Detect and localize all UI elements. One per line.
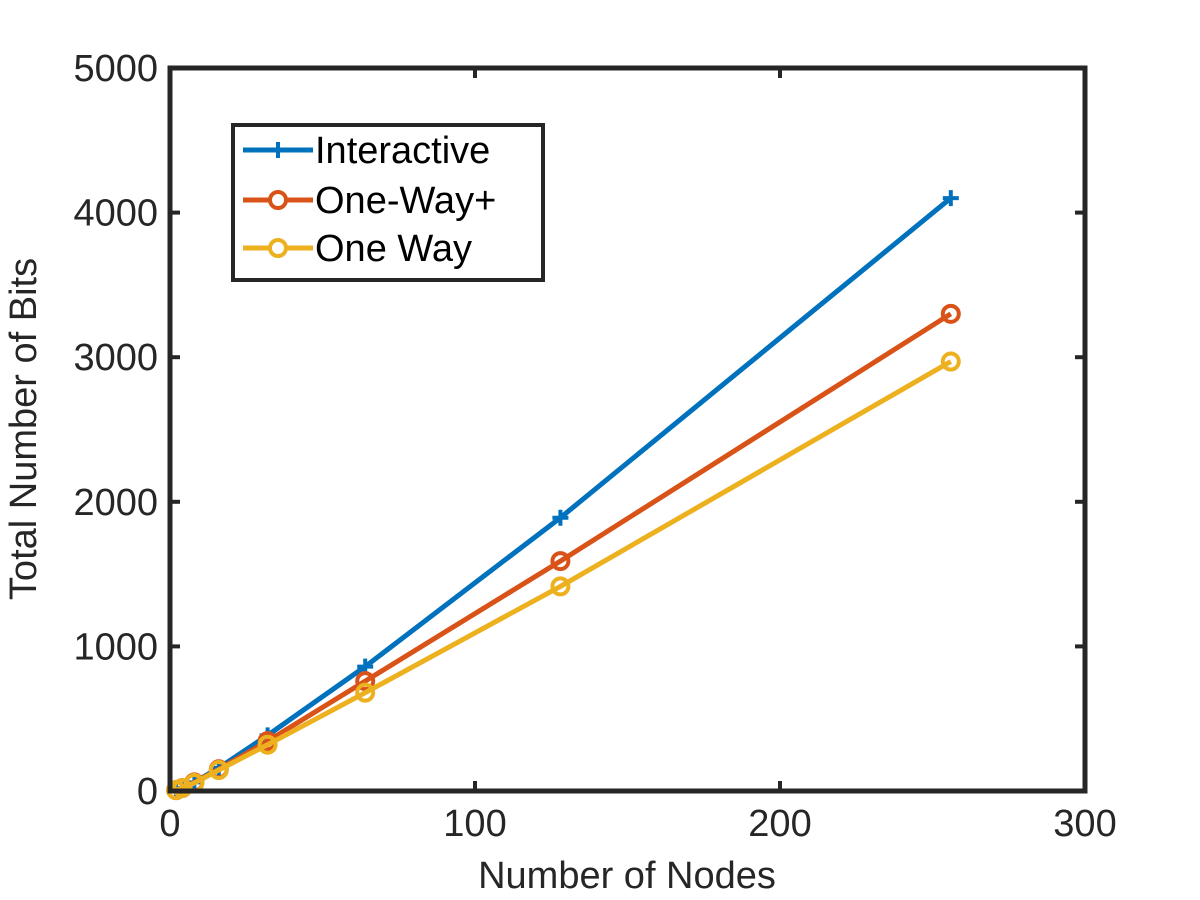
x-tick-label: 0 [159,803,180,845]
legend: Interactive One-Way+ One Way [231,123,545,282]
data-point-one-way [208,760,229,781]
x-axis-label: Number of Nodes [478,855,776,897]
y-tick-label: 5000 [73,48,158,90]
legend-marker-interactive [270,142,286,158]
legend-label-one-way-plus: One-Way+ [315,180,496,222]
y-tick-label: 4000 [73,193,158,235]
series-layer [166,190,961,801]
y-tick-label: 2000 [73,482,158,524]
data-point-one-way [355,682,376,703]
data-point-one-way-plus [355,671,376,692]
y-tick-label: 1000 [73,626,158,668]
legend-marker-one-way-plus [268,190,288,210]
y-tick-label: 3000 [73,337,158,379]
data-point-interactive [552,509,569,526]
x-tick-label: 300 [1053,803,1116,845]
legend-marker-one-way [268,238,288,258]
legend-label-interactive: Interactive [315,130,490,172]
data-point-one-way-plus [940,303,961,324]
data-point-one-way [940,351,961,372]
data-point-one-way [257,734,278,755]
y-tick-label: 0 [137,771,158,813]
data-point-one-way-plus [550,551,571,572]
legend-label-one-way: One Way [315,228,472,270]
y-axis-label: Total Number of Bits [3,258,45,600]
x-tick-label: 200 [748,803,811,845]
axes-box [167,65,1088,794]
data-point-one-way [550,576,571,597]
x-tick-label: 100 [443,803,506,845]
data-point-interactive [942,190,959,207]
